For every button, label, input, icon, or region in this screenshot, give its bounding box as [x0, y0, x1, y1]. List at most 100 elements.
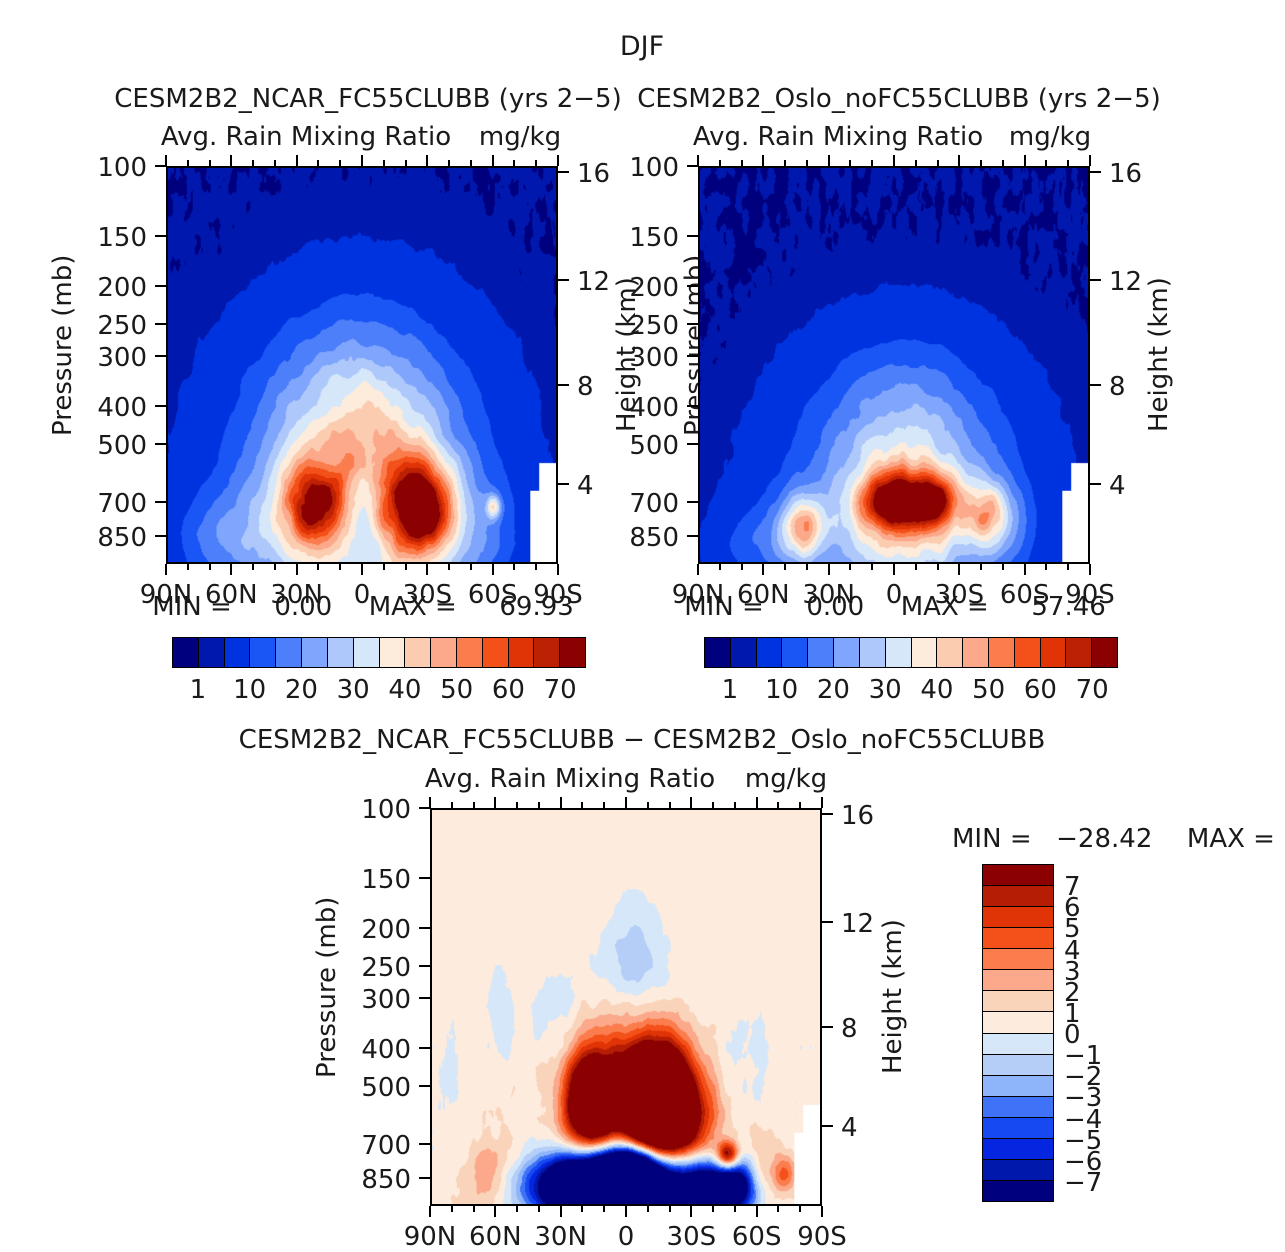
height-tick-label: 8 [1109, 371, 1126, 402]
x-tick [740, 564, 743, 570]
colorbar-cell [983, 1012, 1053, 1034]
x-tick [849, 160, 852, 166]
x-tick [668, 802, 671, 808]
x-tick [827, 155, 830, 166]
colorbar-cell [353, 638, 380, 667]
colorbar-cell [276, 638, 303, 667]
pressure-tick-label: 700 [361, 1131, 411, 1162]
colorbar-cell [859, 638, 886, 667]
height-tick [1090, 170, 1101, 173]
x-tick [513, 564, 516, 570]
height-tick-label: 12 [841, 908, 875, 939]
colorbar-cell [983, 1075, 1053, 1097]
x-tick [491, 155, 494, 166]
colorbar-cell [983, 1138, 1053, 1160]
colorbar-cell [983, 907, 1053, 929]
colorbar-cell [885, 638, 912, 667]
x-tick [871, 160, 874, 166]
x-tick [690, 797, 693, 808]
x-tick-label: 0 [353, 580, 371, 610]
x-tick [165, 564, 167, 575]
x-tick [535, 160, 538, 166]
pressure-tick [155, 165, 166, 167]
pressure-tick-label: 850 [629, 522, 679, 553]
colorbar-cell [756, 638, 783, 667]
figure-suptitle: DJF [619, 31, 665, 62]
ylabel-height-top-right: Height (km) [1144, 277, 1174, 432]
x-tick [697, 155, 699, 166]
pressure-tick-label: 200 [97, 272, 147, 303]
x-tick [339, 160, 342, 166]
pressure-tick [419, 1046, 430, 1049]
colorbar-tick-label: −7 [1064, 1167, 1103, 1198]
colorbar-tick-label: −6 [1064, 1146, 1103, 1177]
variable-label-top-right: Avg. Rain Mixing Ratio [692, 122, 984, 152]
x-tick [581, 802, 584, 808]
pressure-tick [155, 443, 166, 446]
x-tick-label: 90N [403, 1222, 457, 1252]
colorbar-cell [834, 638, 860, 667]
pressure-tick-label: 100 [629, 153, 679, 183]
colorbar-cell [808, 638, 835, 667]
x-tick [805, 564, 808, 570]
pressure-tick [687, 284, 698, 287]
colorbar-difference [982, 864, 1054, 1202]
x-tick [450, 1206, 453, 1212]
x-tick [712, 1206, 715, 1212]
colorbar-cell [983, 1159, 1053, 1181]
colorbar-cell [983, 1033, 1053, 1055]
pressure-tick-label: 400 [97, 392, 147, 423]
pressure-tick [155, 354, 166, 357]
x-tick [535, 564, 538, 570]
colorbar-cell [782, 638, 809, 667]
colorbar-tick-label: 20 [816, 675, 850, 705]
plot-area-difference [430, 808, 822, 1206]
x-tick [980, 160, 983, 166]
x-tick [491, 564, 494, 575]
x-tick [426, 155, 429, 166]
colorbar-cell [482, 638, 509, 667]
colorbar-tick-label: 5 [1064, 914, 1081, 945]
x-tick [914, 564, 917, 570]
colorbar-cell [250, 638, 277, 667]
colorbar-cell [983, 1117, 1053, 1139]
pressure-tick-label: 700 [629, 489, 679, 520]
x-tick [429, 1206, 431, 1217]
units-label-difference: mg/kg [744, 764, 828, 794]
max-label-top-right: MAX = [900, 592, 989, 622]
x-tick [980, 564, 983, 570]
minmax-difference: MIN = −28.42 MAX = 34.09 [952, 826, 1285, 852]
x-tick-label: 30S [934, 580, 985, 610]
x-tick [784, 160, 787, 166]
x-tick [603, 1206, 606, 1212]
pressure-tick [687, 443, 698, 446]
colorbar-tick-label: −5 [1064, 1125, 1103, 1156]
panel-difference-title: CESM2B2_NCAR_FC55CLUBB − CESM2B2_Oslo_no… [238, 725, 1046, 755]
x-tick [557, 155, 559, 166]
pressure-tick-label: 850 [361, 1164, 411, 1195]
x-tick [799, 802, 802, 808]
colorbar-cell [963, 638, 989, 667]
height-tick [1090, 278, 1101, 281]
x-tick [429, 797, 431, 808]
pressure-tick-label: 300 [361, 984, 411, 1015]
colorbar-tick-label: 1 [1064, 998, 1081, 1029]
x-tick [958, 564, 961, 575]
x-tick-label: 60N [205, 580, 258, 610]
pressure-tick-label: 300 [629, 342, 679, 373]
colorbar-cell [1040, 638, 1067, 667]
colorbar-tick-label: 10 [765, 675, 799, 705]
pressure-tick-label: 500 [361, 1073, 411, 1104]
colorbar-cell [302, 638, 328, 667]
x-tick [273, 160, 276, 166]
pressure-tick-label: 400 [361, 1034, 411, 1065]
x-tick [557, 564, 559, 575]
colorbar-cell [173, 638, 199, 667]
units-label-top-right: mg/kg [1008, 122, 1092, 152]
x-tick [777, 802, 780, 808]
plot-area-top-right [698, 166, 1090, 564]
height-tick [822, 812, 833, 815]
height-tick [822, 1124, 833, 1127]
colorbar-cell [456, 638, 483, 667]
x-tick [252, 160, 255, 166]
